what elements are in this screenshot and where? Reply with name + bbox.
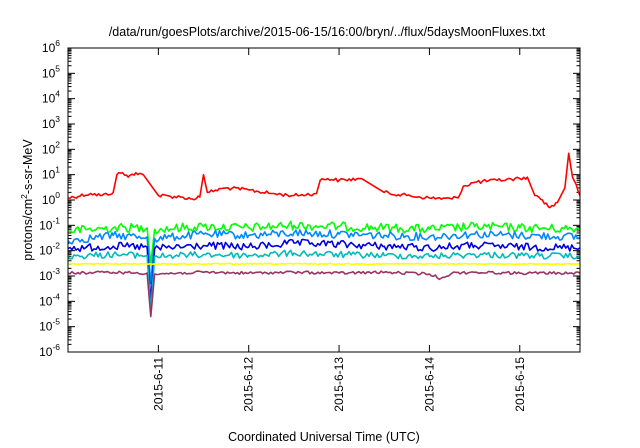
y-tick-label: 100 bbox=[42, 190, 60, 207]
series-line bbox=[68, 238, 580, 303]
series-line bbox=[68, 152, 580, 209]
series-line bbox=[68, 249, 580, 313]
y-tick-label: 101 bbox=[42, 165, 60, 182]
y-tick-label: 102 bbox=[42, 139, 60, 156]
series-line bbox=[68, 220, 580, 265]
x-tick-label: 2015-6-14 bbox=[422, 357, 436, 412]
y-tick-exponent: 0 bbox=[55, 190, 60, 200]
x-axis-label: Coordinated Universal Time (UTC) bbox=[228, 430, 420, 444]
y-tick-label: 104 bbox=[42, 89, 60, 106]
series-line bbox=[68, 270, 580, 318]
y-tick-exponent: 3 bbox=[55, 114, 60, 124]
y-tick-exponent: -3 bbox=[52, 266, 60, 276]
y-tick-label: 103 bbox=[42, 114, 60, 131]
y-axis-label: protons/cm2-s-sr-MeV bbox=[19, 139, 35, 261]
y-tick-label: 10-5 bbox=[39, 317, 60, 334]
y-tick-base: 10 bbox=[42, 92, 56, 106]
x-tick-label: 2015-6-11 bbox=[151, 357, 165, 411]
y-tick-base: 10 bbox=[39, 320, 53, 334]
y-tick-label: 10-3 bbox=[39, 266, 60, 283]
y-tick-base: 10 bbox=[42, 193, 56, 207]
y-tick-base: 10 bbox=[42, 142, 56, 156]
x-tick-label: 2015-6-15 bbox=[513, 357, 527, 412]
y-tick-base: 10 bbox=[39, 218, 53, 232]
y-tick-exponent: 1 bbox=[55, 165, 60, 175]
y-tick-exponent: 4 bbox=[55, 89, 60, 99]
y-tick-base: 10 bbox=[39, 244, 53, 258]
y-tick-label: 106 bbox=[42, 38, 60, 55]
plot-area bbox=[68, 152, 580, 318]
x-axis-ticks: 2015-6-11 2015-6-12 2015-6-13 2015-6-14 2015… bbox=[151, 48, 527, 412]
x-tick-label: 2015-6-13 bbox=[332, 357, 346, 412]
y-tick-base: 10 bbox=[39, 269, 53, 283]
y-tick-base: 10 bbox=[39, 294, 53, 308]
y-tick-base: 10 bbox=[39, 345, 53, 359]
y-tick-exponent: -2 bbox=[52, 241, 60, 251]
y-tick-label: 10-4 bbox=[39, 291, 60, 308]
y-tick-label: 105 bbox=[42, 63, 60, 80]
plot-frame bbox=[67, 47, 581, 353]
series-line bbox=[68, 262, 580, 266]
y-tick-label: 10-1 bbox=[39, 215, 60, 232]
y-tick-label: 10-6 bbox=[39, 342, 60, 359]
y-tick-exponent: 5 bbox=[55, 63, 60, 73]
y-tick-exponent: -1 bbox=[52, 215, 60, 225]
y-tick-base: 10 bbox=[42, 117, 56, 131]
y-tick-label: 10-2 bbox=[39, 241, 60, 258]
y-tick-base: 10 bbox=[42, 41, 56, 55]
x-tick-label: 2015-6-12 bbox=[242, 357, 256, 412]
y-axis-label-pre: protons/cm bbox=[21, 199, 35, 261]
series-line bbox=[68, 229, 580, 285]
y-tick-base: 10 bbox=[42, 66, 56, 80]
y-axis-label-sup: 2 bbox=[19, 194, 29, 199]
series-layer bbox=[68, 152, 580, 318]
y-tick-exponent: -5 bbox=[52, 317, 60, 327]
y-axis-ticks: 10-610-510-410-310-210-11001011021031041… bbox=[39, 38, 580, 359]
y-tick-exponent: 2 bbox=[55, 139, 60, 149]
y-tick-exponent: 6 bbox=[55, 38, 60, 48]
y-tick-base: 10 bbox=[42, 168, 56, 182]
y-axis-label-post: -s-sr-MeV bbox=[21, 139, 35, 195]
y-tick-exponent: -4 bbox=[52, 291, 60, 301]
y-tick-exponent: -6 bbox=[52, 342, 60, 352]
chart-title: /data/run/goesPlots/archive/2015-06-15/1… bbox=[109, 25, 546, 39]
